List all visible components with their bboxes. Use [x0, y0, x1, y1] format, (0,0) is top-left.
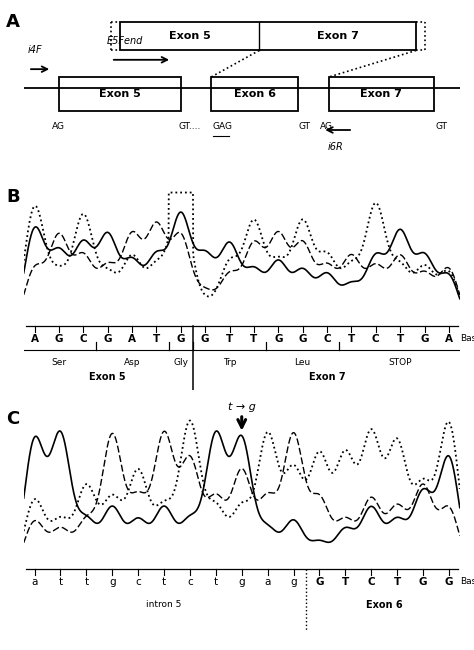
- Text: Exon 7: Exon 7: [317, 31, 359, 42]
- Text: Exon 5: Exon 5: [99, 89, 140, 99]
- Text: t: t: [214, 577, 218, 588]
- Text: G: G: [55, 333, 63, 344]
- Text: a: a: [31, 577, 38, 588]
- Text: g: g: [109, 577, 116, 588]
- Text: C: C: [80, 333, 87, 344]
- Text: GT: GT: [299, 122, 310, 131]
- Text: G: G: [103, 333, 112, 344]
- Text: t: t: [58, 577, 63, 588]
- Text: Bases: Bases: [460, 333, 474, 343]
- Text: c: c: [135, 577, 141, 588]
- Text: G: G: [315, 577, 324, 588]
- Text: STOP: STOP: [388, 358, 412, 367]
- Text: AG: AG: [52, 122, 65, 131]
- Text: Exon 5: Exon 5: [90, 372, 126, 382]
- Text: GT: GT: [436, 122, 448, 131]
- Text: G: G: [445, 577, 453, 588]
- Text: B: B: [6, 188, 20, 207]
- Text: i4F: i4F: [28, 45, 43, 55]
- Text: AG: AG: [320, 122, 333, 131]
- Text: Gly: Gly: [173, 358, 188, 367]
- Text: intron 5: intron 5: [146, 599, 182, 608]
- Text: Exon 7: Exon 7: [360, 89, 402, 99]
- Text: G: G: [274, 333, 283, 344]
- Text: Exon 6: Exon 6: [366, 599, 402, 610]
- Text: E5Fend: E5Fend: [107, 36, 143, 46]
- Text: Exon 6: Exon 6: [234, 89, 276, 99]
- Text: T: T: [342, 577, 349, 588]
- Text: i6R: i6R: [328, 142, 343, 153]
- Text: G: G: [420, 333, 429, 344]
- Text: G: G: [299, 333, 307, 344]
- Text: C: C: [6, 410, 19, 428]
- Text: G: G: [177, 333, 185, 344]
- Text: T: T: [250, 333, 257, 344]
- Text: t: t: [84, 577, 89, 588]
- Text: Exon 7: Exon 7: [309, 372, 346, 382]
- Text: G: G: [201, 333, 210, 344]
- Text: t: t: [162, 577, 166, 588]
- Bar: [119, 22, 416, 51]
- Text: a: a: [264, 577, 271, 588]
- Text: Leu: Leu: [294, 358, 311, 367]
- Text: C: C: [367, 577, 375, 588]
- Text: T: T: [153, 333, 160, 344]
- Text: T: T: [397, 333, 404, 344]
- Text: g: g: [238, 577, 245, 588]
- Text: A: A: [445, 333, 453, 344]
- Text: T: T: [348, 333, 355, 344]
- Text: A: A: [128, 333, 136, 344]
- Text: t → g: t → g: [228, 402, 255, 411]
- Bar: [329, 77, 434, 111]
- Text: Trp: Trp: [223, 358, 237, 367]
- Text: A: A: [31, 333, 38, 344]
- Text: Ser: Ser: [51, 358, 66, 367]
- Bar: [59, 77, 181, 111]
- Text: Exon 5: Exon 5: [169, 31, 210, 42]
- Text: T: T: [393, 577, 401, 588]
- Text: C: C: [372, 333, 380, 344]
- Text: C: C: [323, 333, 331, 344]
- Text: A: A: [6, 13, 20, 31]
- Text: GT....: GT....: [179, 122, 201, 131]
- Text: G: G: [419, 577, 427, 588]
- Bar: [211, 77, 299, 111]
- Text: T: T: [226, 333, 233, 344]
- Text: Bases: Bases: [460, 577, 474, 586]
- Text: Asp: Asp: [124, 358, 140, 367]
- Text: g: g: [290, 577, 297, 588]
- Text: GAG: GAG: [212, 122, 233, 131]
- Text: c: c: [187, 577, 193, 588]
